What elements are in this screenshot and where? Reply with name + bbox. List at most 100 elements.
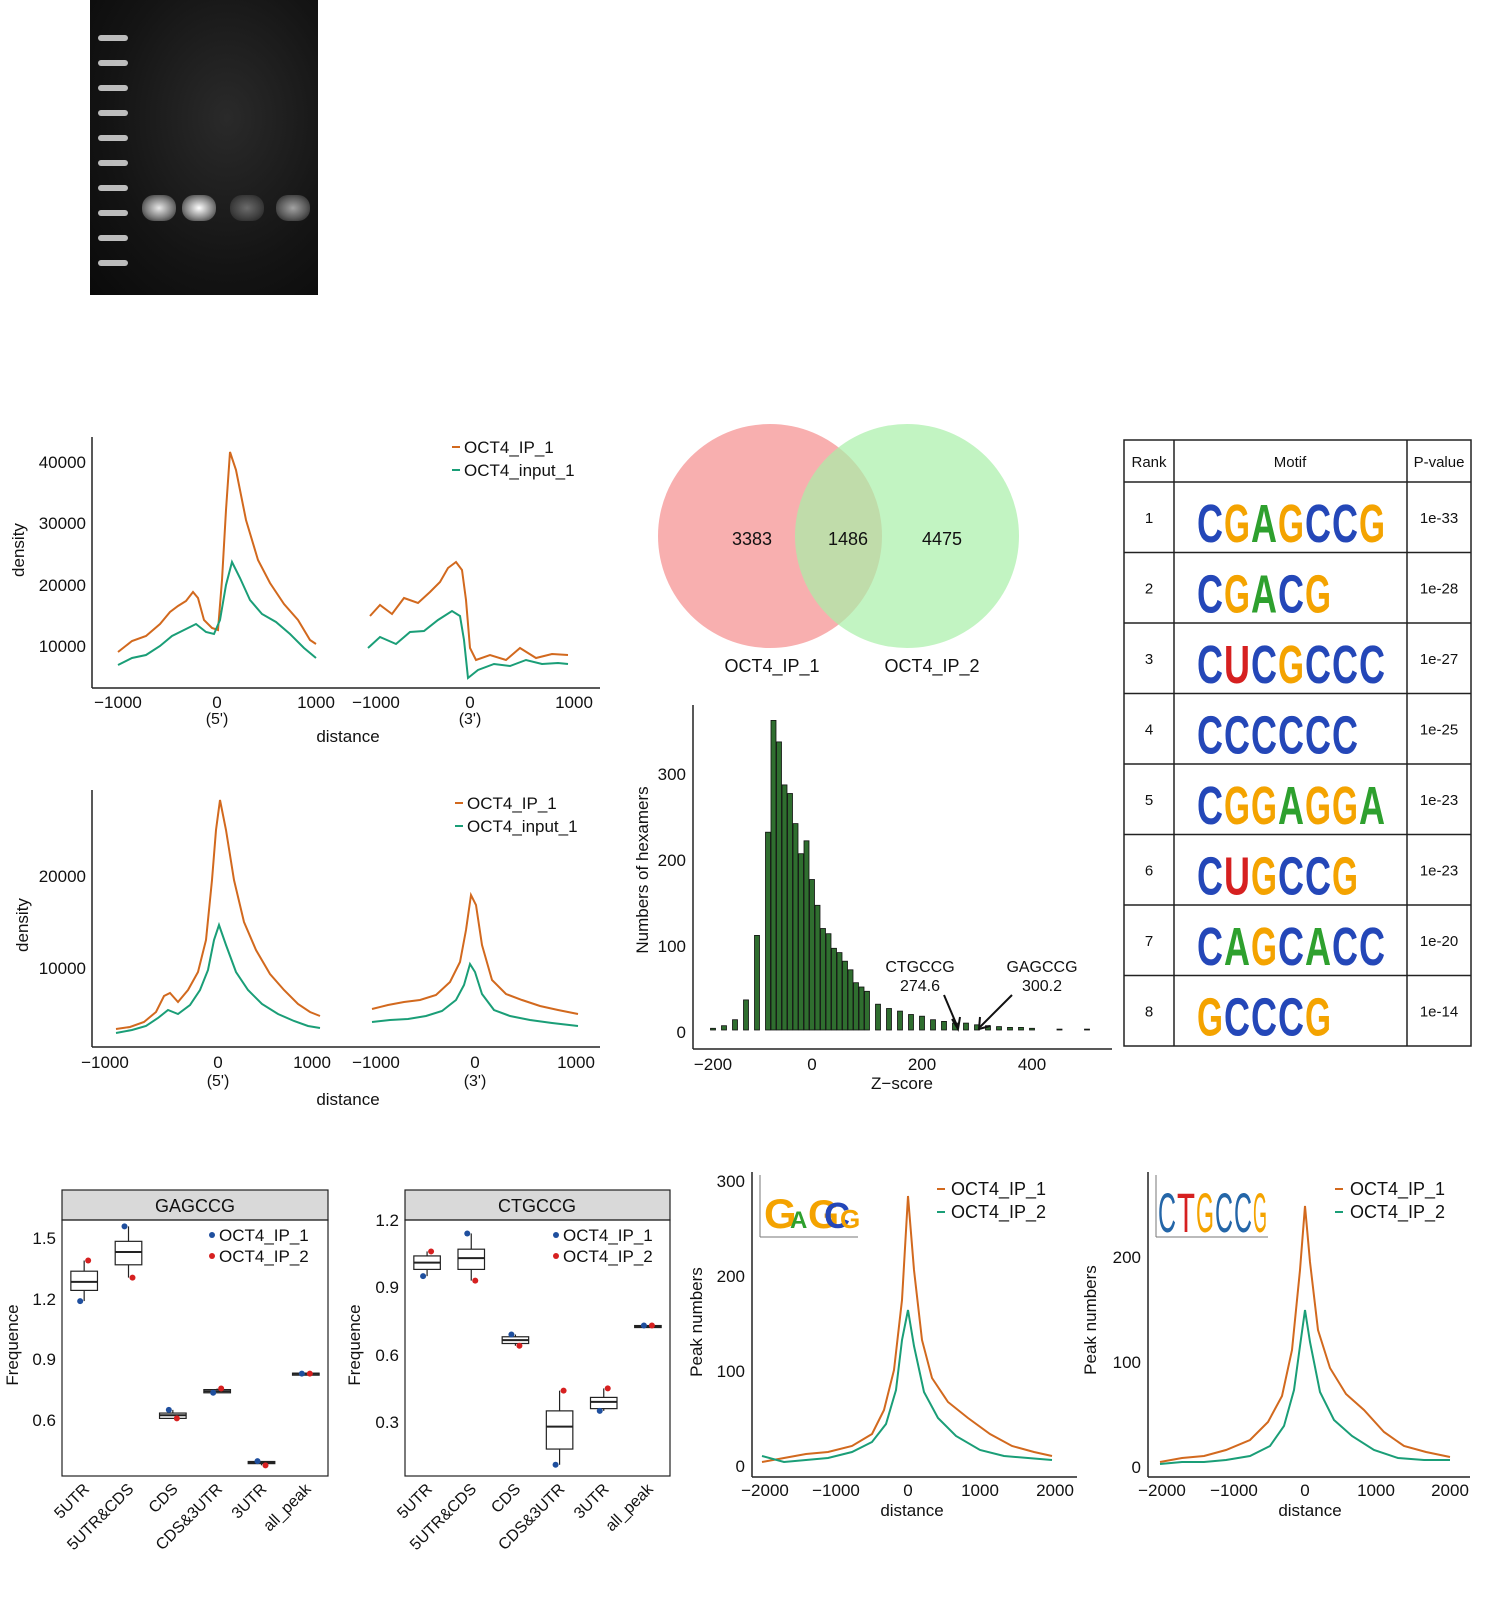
motif-logo-letter: C: [1251, 635, 1277, 695]
motif-logo-letter: C: [1305, 847, 1331, 907]
hist-bar: [941, 1021, 947, 1031]
hist-bar: [776, 741, 782, 1031]
hist-arrowhead-gagccg: [977, 1016, 991, 1031]
motif-logo-letter: C: [1197, 494, 1223, 554]
box-point-ip2: [173, 1415, 180, 1422]
box-point-ip2: [648, 1322, 655, 1329]
peak-plot-ctgccg: 0 100 200 Peak numbers −2000 −1000 0 100…: [1081, 1172, 1470, 1520]
gel-ladder-band: [98, 110, 128, 116]
motif-logo-letter: C: [1197, 776, 1223, 836]
peak-ctg-xtick: 2000: [1431, 1481, 1469, 1500]
box-point-ip1: [298, 1370, 305, 1377]
hist-xlabel: Z−score: [871, 1074, 933, 1093]
boxplot-ctgccg-frame: [404, 1219, 671, 1477]
peak-gag-legend-ip2: OCT4_IP_2: [951, 1202, 1046, 1223]
motif-logo-letter: G: [1305, 565, 1331, 625]
boxplot-gagccg-ylabel: Frequence: [3, 1304, 22, 1385]
boxplot-gagccg-legend-ip2: OCT4_IP_2: [219, 1247, 309, 1266]
gel-ladder-band: [98, 60, 128, 66]
gel-sample-band: [142, 195, 176, 221]
hist-xtick: 400: [1018, 1055, 1046, 1074]
hist-bar: [820, 928, 826, 1031]
box-point-ip1: [640, 1322, 647, 1329]
boxplot-ctgccg-ytick: 0.3: [375, 1413, 399, 1432]
metagene-b-input-5prime-line: [115, 921, 321, 1034]
hist-annot-ctgccg-value: 274.6: [900, 978, 940, 995]
motif-rank: 2: [1145, 581, 1153, 598]
peak-ctg-ytick: 100: [1113, 1353, 1141, 1372]
hist-bar: [897, 1010, 903, 1031]
motif-logo-letter: A: [1224, 917, 1250, 977]
motif-logo-letter: C: [1251, 988, 1277, 1048]
peak-gag-ytick: 100: [717, 1362, 745, 1381]
motif-logo-letter: G: [1332, 776, 1358, 836]
motif-pvalue: 1e-14: [1420, 1004, 1458, 1021]
metagene-b-ip1-5prime-line: [115, 799, 321, 1030]
box-point-ip2: [129, 1274, 136, 1281]
hist-bar: [1018, 1027, 1024, 1031]
motif-pvalue: 1e-28: [1420, 581, 1458, 598]
hist-bar: [743, 999, 749, 1031]
hist-bar: [847, 969, 854, 1031]
motif-logo-letter: G: [1224, 776, 1250, 836]
motif-logo-letter: C: [1305, 706, 1331, 766]
hist-arrow-ctgccg: [943, 994, 959, 1029]
metagene-a-xlabel: distance: [316, 727, 379, 746]
gel-ladder-band: [98, 185, 128, 191]
peak-ctg-xtick: −1000: [1210, 1481, 1258, 1500]
motif-rank: 4: [1145, 722, 1153, 739]
metagene-b-5prime: (5'): [207, 1073, 230, 1090]
peak-gag-ip1-line: [761, 1195, 1053, 1463]
peak-ctg-ip2-line: [1159, 1309, 1450, 1465]
hist-annot-gagccg: GAGCCG: [1006, 959, 1077, 976]
hist-annot-gagccg-value: 300.2: [1022, 978, 1062, 995]
hist-arrowhead-ctgccg: [951, 1016, 961, 1032]
hist-bar: [732, 1019, 738, 1031]
hist-bar: [710, 1027, 716, 1031]
motif-logo-letter: C: [1197, 847, 1223, 907]
boxplot-ctgccg-legend-ip2: OCT4_IP_2: [563, 1247, 653, 1266]
box-category-label: all_peak: [603, 1480, 658, 1535]
boxplot-gagccg-ytick: 0.9: [32, 1350, 56, 1369]
metagene-a-ytick: 30000: [39, 514, 86, 533]
hist-bar: [853, 982, 859, 1031]
motif-logo-letter: G: [1278, 494, 1304, 554]
box-point-ip1: [121, 1223, 128, 1230]
motif-logo-letter: G: [1332, 847, 1358, 907]
hist-bar: [1007, 1027, 1013, 1031]
hist-bar: [781, 784, 788, 1031]
hist-bar: [842, 960, 848, 1031]
motif-table: Rank Motif P-value 1 1e-33C G A G C C G2 1e-28C G…: [1123, 439, 1472, 1048]
boxplot-gagccg-title: GAGCCG: [155, 1196, 235, 1216]
metagene-a-xtick: −1000: [352, 693, 400, 712]
motif-rows: 1 1e-33C G A G C C G2 1e-28C G A C G3 1e-27C U C G C C C4 1e…: [1124, 494, 1471, 1048]
peak-ctg-xlabel: distance: [1278, 1501, 1341, 1520]
gel-ladder-band: [98, 235, 128, 241]
peak-gag-ytick: 200: [717, 1267, 745, 1286]
motif-pvalue: 1e-25: [1420, 722, 1458, 739]
motif-pvalue: 1e-20: [1420, 933, 1458, 950]
logo-letter-c: C: [824, 1195, 850, 1236]
gel-ladder-band: [98, 260, 128, 266]
motif-rank: 7: [1145, 933, 1153, 950]
legend-dot-ip1: [553, 1232, 559, 1238]
peak-gag-xtick: −2000: [741, 1481, 789, 1500]
motif-pvalue: 1e-27: [1420, 651, 1458, 668]
metagene-a-ip1-3prime-line: [369, 560, 569, 662]
motif-logo-letter: C: [1197, 635, 1223, 695]
motif-logo-letter: A: [1359, 776, 1385, 836]
metagene-b-xtick: 1000: [557, 1053, 595, 1072]
motif-logo-letter: C: [1359, 635, 1385, 695]
motif-logo-letter: C: [1224, 988, 1250, 1048]
motif-logo-letter: C: [1278, 917, 1304, 977]
boxplot-ctgccg: CTGCCG 1.2 0.9 0.6 0.3 Frequence 5UTR5UT…: [345, 1189, 671, 1554]
peak-gag-ytick: 300: [717, 1172, 745, 1191]
motif-logo-letter: G: [1224, 565, 1250, 625]
hist-bar: [831, 947, 837, 1031]
peak-gag-logo: G A G C G: [759, 1175, 860, 1238]
metagene-a-xtick: 1000: [297, 693, 335, 712]
logo-letter-g: G: [840, 1204, 860, 1234]
motif-logo-letter: C: [1197, 706, 1223, 766]
peak-ctg-ytick: 200: [1113, 1248, 1141, 1267]
